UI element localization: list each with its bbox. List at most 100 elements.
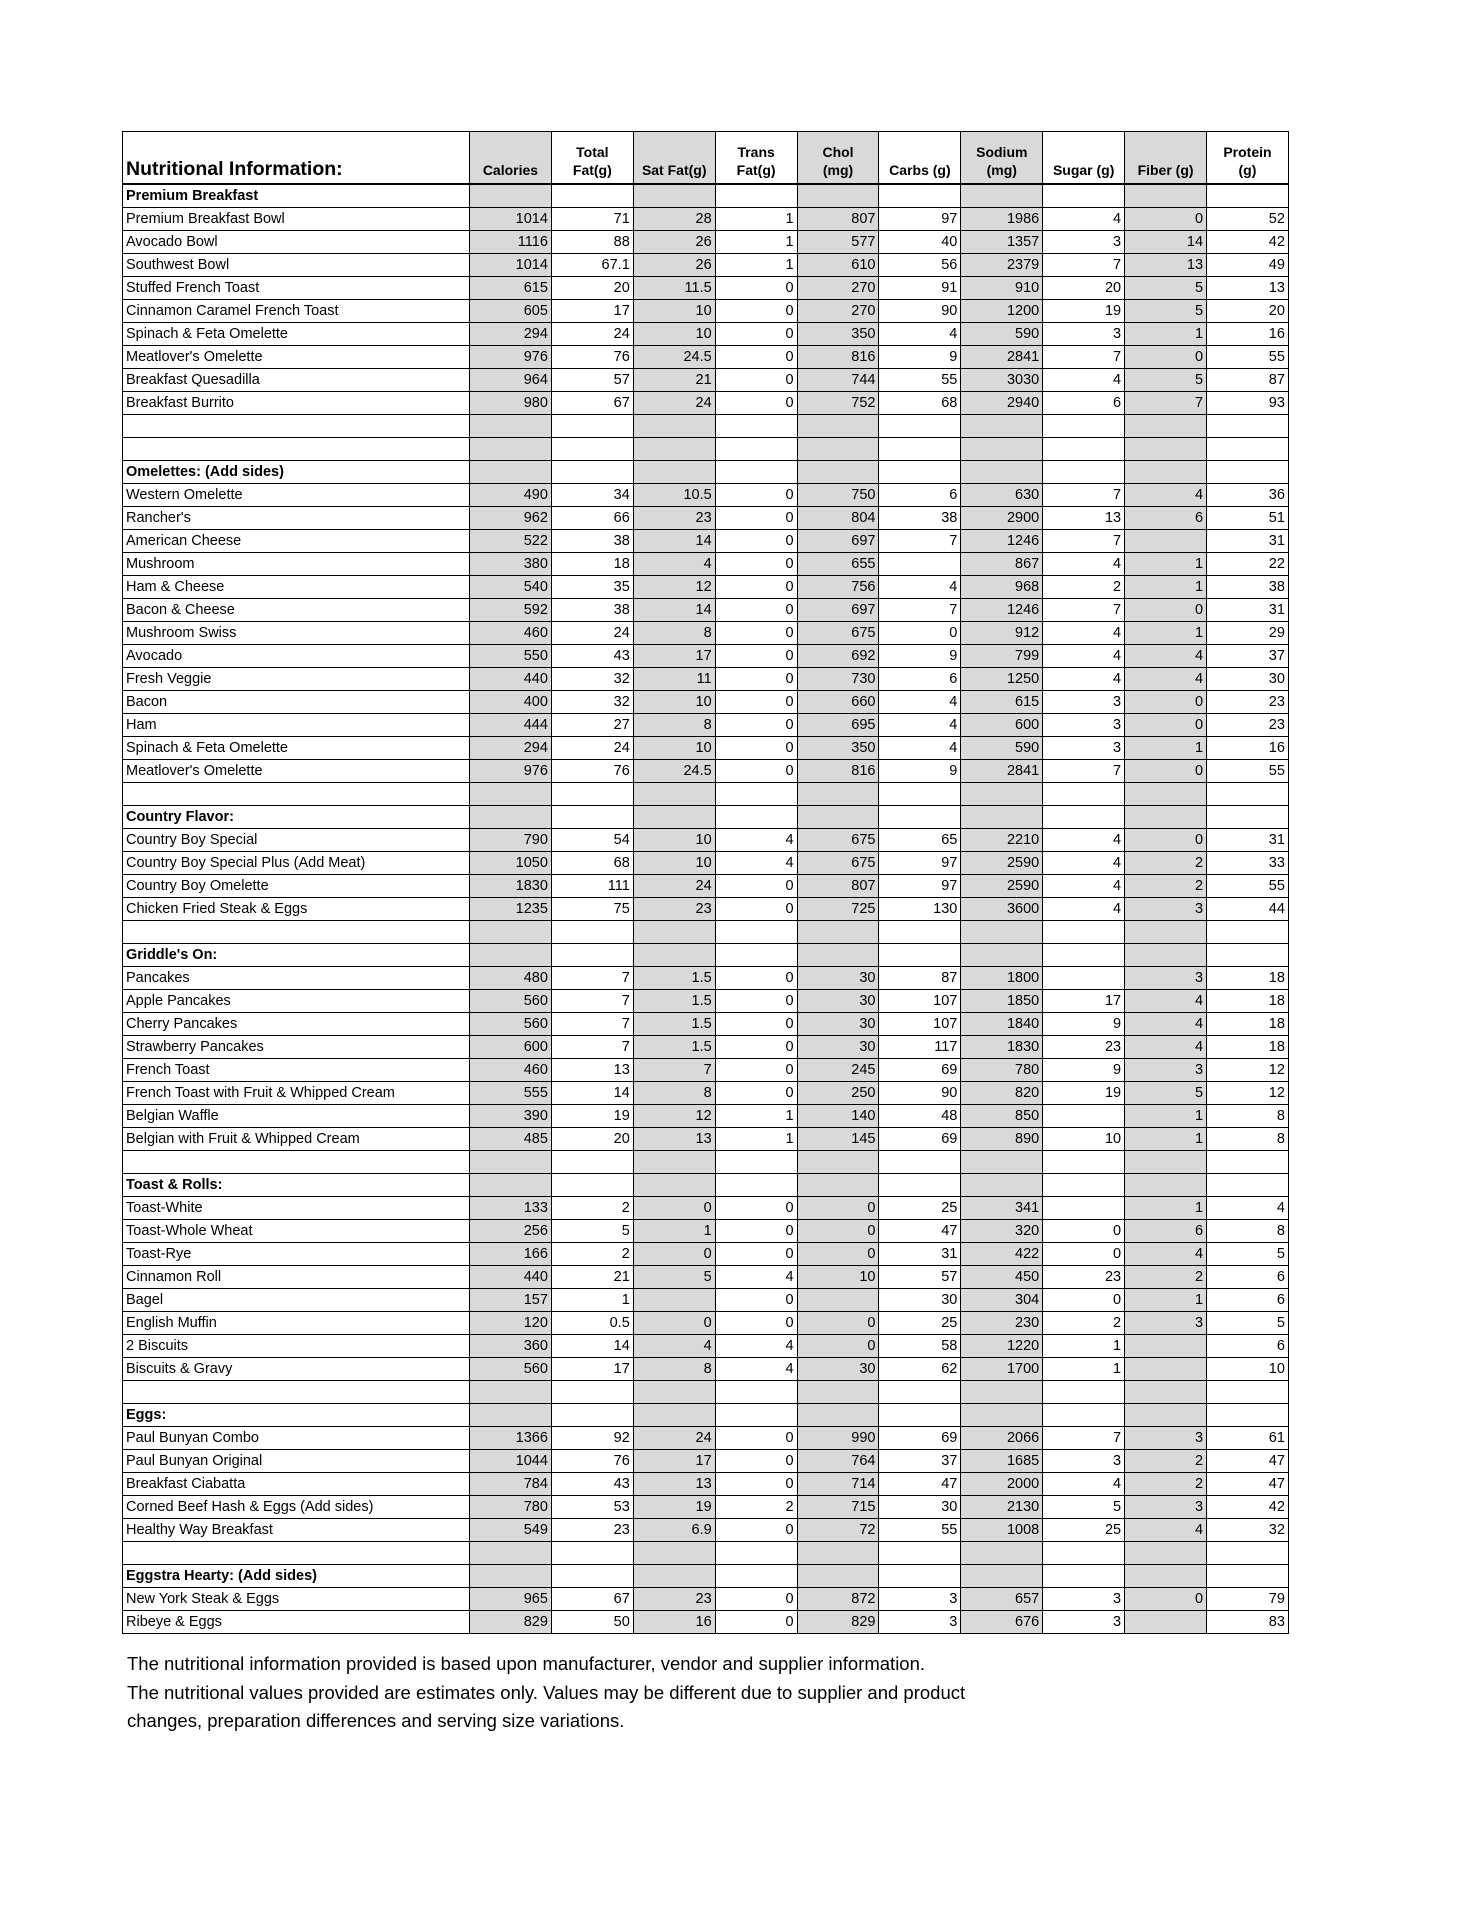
cell-protein bbox=[1206, 437, 1289, 461]
item-name: Belgian with Fruit & Whipped Cream bbox=[122, 1127, 470, 1151]
cell-protein bbox=[1206, 460, 1289, 484]
cell-chol: 0 bbox=[796, 1334, 880, 1358]
cell-carbs: 91 bbox=[878, 276, 962, 300]
cell-chol: 0 bbox=[796, 1242, 880, 1266]
cell-sat-fat: 13 bbox=[632, 1472, 716, 1496]
cell-carbs: 4 bbox=[878, 736, 962, 760]
column-header-line: (mg) bbox=[822, 162, 854, 178]
cell-sugar: 7 bbox=[1042, 253, 1126, 277]
cell-sat-fat: 14 bbox=[632, 598, 716, 622]
cell-total-fat bbox=[550, 1541, 634, 1565]
cell-total-fat bbox=[550, 1150, 634, 1174]
cell-fiber bbox=[1124, 1357, 1208, 1381]
cell-chol: 872 bbox=[796, 1587, 880, 1611]
cell-calories bbox=[469, 1380, 552, 1404]
cell-sodium bbox=[960, 920, 1044, 944]
cell-calories: 390 bbox=[469, 1104, 552, 1128]
cell-fiber: 3 bbox=[1124, 1311, 1208, 1335]
cell-sugar bbox=[1042, 1150, 1126, 1174]
cell-sugar bbox=[1042, 1196, 1126, 1220]
item-name: American Cheese bbox=[122, 529, 470, 553]
cell-trans-fat: 0 bbox=[714, 322, 798, 346]
cell-fiber bbox=[1124, 414, 1208, 438]
cell-sugar bbox=[1042, 183, 1126, 208]
cell-protein: 47 bbox=[1206, 1472, 1289, 1496]
cell-fiber bbox=[1124, 1610, 1208, 1634]
cell-trans-fat: 4 bbox=[714, 851, 798, 875]
cell-carbs: 7 bbox=[878, 529, 962, 553]
table-row: Toast-Whole Wheat 256 5 1 0 0 47 320 0 6 8 bbox=[122, 1219, 1289, 1243]
cell-carbs bbox=[878, 414, 962, 438]
cell-trans-fat: 0 bbox=[714, 1196, 798, 1220]
cell-total-fat: 19 bbox=[550, 1104, 634, 1128]
cell-sat-fat: 12 bbox=[632, 1104, 716, 1128]
cell-trans-fat: 0 bbox=[714, 621, 798, 645]
cell-chol: 697 bbox=[796, 598, 880, 622]
item-name bbox=[122, 1380, 470, 1404]
column-header-line: (g) bbox=[1238, 162, 1257, 178]
cell-sugar: 4 bbox=[1042, 207, 1126, 231]
cell-trans-fat: 0 bbox=[714, 644, 798, 668]
table-row: Meatlover's Omelette 976 76 24.5 0 816 9 2841 7 0… bbox=[122, 345, 1289, 369]
table-row: 2 Biscuits 360 14 4 4 0 58 1220 1 6 bbox=[122, 1334, 1289, 1358]
cell-sat-fat bbox=[632, 1564, 716, 1588]
cell-sodium: 676 bbox=[960, 1610, 1044, 1634]
cell-carbs bbox=[878, 437, 962, 461]
cell-protein: 16 bbox=[1206, 736, 1289, 760]
cell-sat-fat: 24 bbox=[632, 874, 716, 898]
cell-sodium: 3600 bbox=[960, 897, 1044, 921]
cell-total-fat: 88 bbox=[550, 230, 634, 254]
item-name: New York Steak & Eggs bbox=[122, 1587, 470, 1611]
cell-protein: 31 bbox=[1206, 529, 1289, 553]
cell-fiber: 2 bbox=[1124, 874, 1208, 898]
cell-total-fat: 7 bbox=[550, 1035, 634, 1059]
cell-sugar bbox=[1042, 782, 1126, 806]
cell-chol: 752 bbox=[796, 391, 880, 415]
cell-fiber: 4 bbox=[1124, 483, 1208, 507]
nutrition-table: Nutritional Information: Calories Total Fa… bbox=[122, 131, 1289, 1634]
cell-total-fat: 5 bbox=[550, 1219, 634, 1243]
cell-sodium: 910 bbox=[960, 276, 1044, 300]
cell-sat-fat: 10 bbox=[632, 299, 716, 323]
cell-protein: 8 bbox=[1206, 1219, 1289, 1243]
cell-calories: 550 bbox=[469, 644, 552, 668]
table-row: Pancakes 480 7 1.5 0 30 87 1800 3 18 bbox=[122, 966, 1289, 990]
cell-trans-fat: 0 bbox=[714, 1081, 798, 1105]
cell-calories: 1050 bbox=[469, 851, 552, 875]
cell-sat-fat: 21 bbox=[632, 368, 716, 392]
cell-total-fat: 7 bbox=[550, 1012, 634, 1036]
item-name: Spinach & Feta Omelette bbox=[122, 736, 470, 760]
cell-protein: 93 bbox=[1206, 391, 1289, 415]
cell-calories: 790 bbox=[469, 828, 552, 852]
cell-protein: 38 bbox=[1206, 575, 1289, 599]
cell-sodium: 1800 bbox=[960, 966, 1044, 990]
table-row: Corned Beef Hash & Eggs (Add sides) 780 53… bbox=[122, 1495, 1289, 1519]
cell-total-fat: 21 bbox=[550, 1265, 634, 1289]
cell-trans-fat: 0 bbox=[714, 1311, 798, 1335]
item-name: Biscuits & Gravy bbox=[122, 1357, 470, 1381]
cell-calories: 120 bbox=[469, 1311, 552, 1335]
cell-sodium: 304 bbox=[960, 1288, 1044, 1312]
table-row: Meatlover's Omelette 976 76 24.5 0 816 9 2841 7 0… bbox=[122, 759, 1289, 783]
cell-total-fat: 75 bbox=[550, 897, 634, 921]
cell-protein: 8 bbox=[1206, 1104, 1289, 1128]
cell-total-fat: 17 bbox=[550, 299, 634, 323]
cell-carbs: 90 bbox=[878, 1081, 962, 1105]
section-header-row: Omelettes: (Add sides) bbox=[122, 460, 1289, 484]
cell-sodium: 657 bbox=[960, 1587, 1044, 1611]
cell-total-fat: 53 bbox=[550, 1495, 634, 1519]
cell-sat-fat: 24 bbox=[632, 1426, 716, 1450]
cell-trans-fat bbox=[714, 414, 798, 438]
column-header-sugar: Sugar (g) bbox=[1042, 131, 1126, 185]
cell-chol: 250 bbox=[796, 1081, 880, 1105]
cell-protein bbox=[1206, 1403, 1289, 1427]
cell-sodium bbox=[960, 1541, 1044, 1565]
cell-sugar: 0 bbox=[1042, 1288, 1126, 1312]
section-title: Griddle's On: bbox=[122, 943, 470, 967]
cell-trans-fat: 0 bbox=[714, 299, 798, 323]
cell-sugar: 4 bbox=[1042, 1472, 1126, 1496]
column-header-fiber: Fiber (g) bbox=[1124, 131, 1208, 185]
cell-protein: 6 bbox=[1206, 1288, 1289, 1312]
column-header-line bbox=[882, 143, 957, 161]
cell-sugar: 4 bbox=[1042, 851, 1126, 875]
